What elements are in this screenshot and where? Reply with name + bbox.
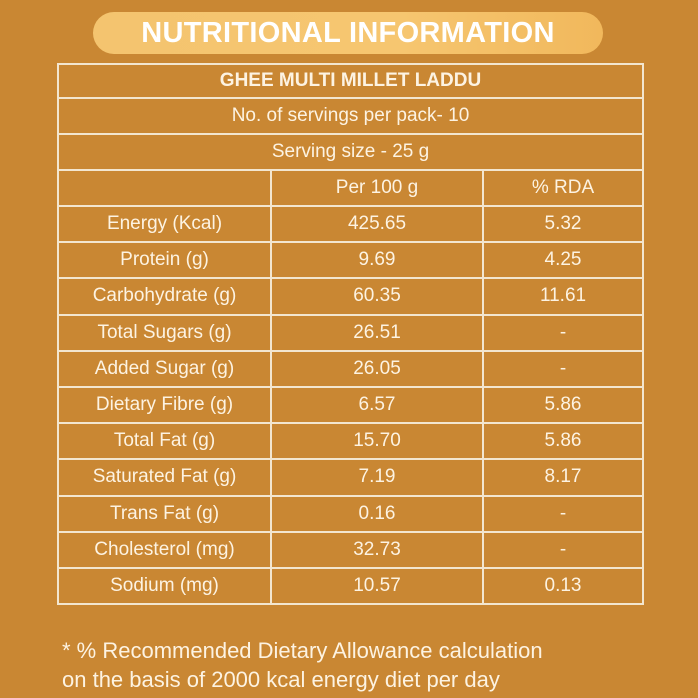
per-100g-value: 10.57 — [270, 566, 484, 606]
per-100g-value: 60.35 — [270, 277, 484, 316]
nutrient-name: Trans Fat (g) — [57, 494, 272, 533]
nutrient-name: Total Sugars (g) — [57, 313, 272, 352]
nutrient-name: Saturated Fat (g) — [57, 458, 272, 497]
table-row: Dietary Fibre (g) 6.57 5.86 — [57, 385, 645, 425]
nutrient-name: Energy (Kcal) — [57, 204, 272, 244]
rda-value: - — [481, 494, 645, 533]
nutrient-name: Protein (g) — [57, 241, 272, 280]
footnote-line-1: * % Recommended Dietary Allowance calcul… — [62, 638, 543, 663]
rda-value: - — [481, 530, 645, 569]
rda-value: 5.86 — [481, 422, 645, 461]
table-row: Sodium (mg) 10.57 0.13 — [57, 566, 645, 606]
column-header-per-100g: Per 100 g — [270, 169, 484, 207]
table-row: Carbohydrate (g) 60.35 11.61 — [57, 277, 645, 316]
table-row: Energy (Kcal) 425.65 5.32 — [57, 204, 645, 244]
footnote-line-2: on the basis of 2000 kcal energy diet pe… — [62, 667, 500, 692]
per-100g-value: 26.51 — [270, 313, 484, 352]
column-header-nutrient — [57, 169, 272, 207]
per-100g-value: 6.57 — [270, 385, 484, 425]
footnote: * % Recommended Dietary Allowance calcul… — [62, 636, 543, 694]
per-100g-value: 9.69 — [270, 241, 484, 280]
per-100g-value: 26.05 — [270, 349, 484, 388]
nutrient-name: Carbohydrate (g) — [57, 277, 272, 316]
rda-value: - — [481, 313, 645, 352]
rda-value: 5.32 — [481, 204, 645, 244]
title-banner: NUTRITIONAL INFORMATION — [93, 12, 603, 54]
table-row: Added Sugar (g) 26.05- — [57, 349, 645, 388]
rda-value: 4.25 — [481, 241, 645, 280]
per-100g-value: 32.73 — [270, 530, 484, 569]
per-100g-value: 15.70 — [270, 422, 484, 461]
rda-value: 11.61 — [481, 277, 645, 316]
product-name: GHEE MULTI MILLET LADDU — [56, 63, 645, 99]
table-row: Cholesterol (mg) 32.73- — [57, 530, 645, 569]
per-100g-value: 0.16 — [270, 494, 484, 533]
rda-value: 5.86 — [481, 385, 645, 425]
nutrient-name: Cholesterol (mg) — [57, 530, 272, 569]
rda-value: 0.13 — [481, 566, 645, 606]
table-row: Total Fat (g) 15.70 5.86 — [57, 422, 645, 461]
table-row: Trans Fat (g) 0.16- — [57, 494, 645, 533]
nutrient-name: Total Fat (g) — [57, 422, 272, 461]
table-row: Saturated Fat (g) 7.19 8.17 — [57, 458, 645, 497]
nutrient-name: Sodium (mg) — [57, 566, 272, 606]
column-header-rda: % RDA — [481, 169, 645, 207]
nutrition-table: GHEE MULTI MILLET LADDU No. of servings … — [56, 63, 645, 606]
serving-size: Serving size - 25 g — [56, 133, 645, 171]
rda-value: - — [481, 349, 645, 388]
nutrient-name: Dietary Fibre (g) — [57, 385, 272, 425]
per-100g-value: 425.65 — [270, 204, 484, 244]
per-100g-value: 7.19 — [270, 458, 484, 497]
page-title: NUTRITIONAL INFORMATION — [141, 16, 555, 49]
table-row: Protein (g) 9.69 4.25 — [57, 241, 645, 280]
nutrient-name: Added Sugar (g) — [57, 349, 272, 388]
rda-value: 8.17 — [481, 458, 645, 497]
table-row: Total Sugars (g) 26.51- — [57, 313, 645, 352]
servings-per-pack: No. of servings per pack- 10 — [56, 97, 645, 135]
